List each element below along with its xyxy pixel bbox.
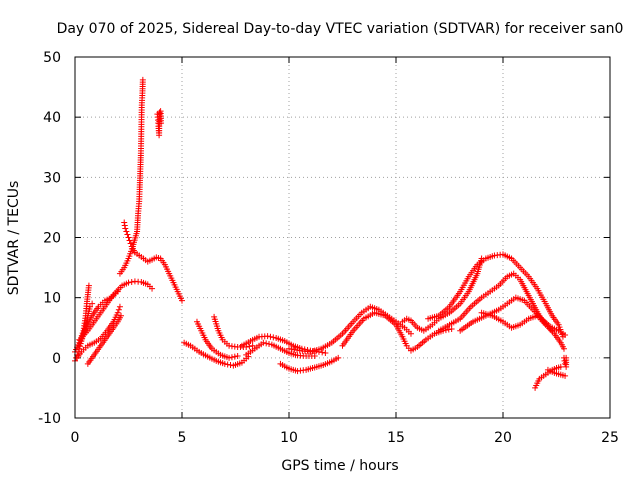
- data-point: [270, 334, 277, 341]
- data-point: [221, 360, 228, 367]
- series-arc-16: [286, 303, 414, 355]
- data-point: [266, 340, 273, 347]
- data-point: [448, 325, 455, 332]
- y-tick-label: 50: [43, 50, 61, 66]
- data-point: [126, 237, 133, 244]
- data-point: [260, 339, 267, 346]
- data-point: [114, 309, 121, 316]
- chart-title: Day 070 of 2025, Sidereal Day-to-day VTE…: [57, 21, 624, 37]
- data-point: [322, 350, 329, 357]
- data-point: [267, 333, 274, 340]
- data-point: [156, 109, 163, 116]
- grid-lines: [75, 57, 610, 418]
- data-point: [115, 306, 122, 313]
- y-tick-label: 20: [43, 231, 61, 247]
- x-axis-label: GPS time / hours: [281, 458, 398, 474]
- x-tick-label: 10: [280, 430, 298, 446]
- data-point: [179, 297, 185, 304]
- series-arc-9: [154, 108, 165, 139]
- data-point: [121, 222, 128, 229]
- y-tick-label: -10: [38, 411, 61, 427]
- x-tick-label: 20: [494, 430, 512, 446]
- series-arc-14: [243, 339, 318, 360]
- data-point: [127, 240, 134, 247]
- series-arc-17: [339, 309, 455, 354]
- series-arc-11: [193, 318, 241, 361]
- series-arc-21: [457, 294, 569, 338]
- data-points: [72, 76, 570, 391]
- data-point: [562, 331, 569, 338]
- series-arc-10: [181, 339, 252, 369]
- y-tick-label: 0: [52, 351, 61, 367]
- data-point: [562, 360, 569, 367]
- data-point: [264, 333, 271, 340]
- data-point: [85, 282, 92, 289]
- y-axis-label: SDTVAR / TECUs: [6, 181, 22, 296]
- data-point: [226, 354, 233, 361]
- x-tick-label: 5: [178, 430, 187, 446]
- data-point: [563, 354, 570, 361]
- series-arc-15: [277, 354, 342, 375]
- data-point: [158, 120, 165, 127]
- data-point: [114, 288, 121, 295]
- data-point: [557, 363, 564, 370]
- data-point: [560, 345, 567, 352]
- data-point: [234, 353, 241, 360]
- data-point: [311, 353, 318, 360]
- data-point: [125, 234, 132, 241]
- y-tick-label: 30: [43, 170, 61, 186]
- y-tick-label: 40: [43, 110, 61, 126]
- data-point: [121, 219, 128, 226]
- data-point: [228, 354, 235, 361]
- plot-frame: [74, 56, 611, 419]
- data-point: [224, 361, 231, 368]
- data-point: [125, 279, 132, 286]
- series-arc-8: [116, 76, 146, 277]
- data-point: [123, 228, 130, 235]
- x-tick-label: 15: [387, 430, 405, 446]
- series-arc-12: [211, 313, 256, 351]
- x-tick-label: 0: [71, 430, 80, 446]
- data-point: [335, 354, 342, 361]
- data-point: [139, 76, 146, 83]
- axis-ticks: 0 5 10 15 20 25 -10 0 10 20 30 40 50: [38, 50, 619, 446]
- series-arc-18: [399, 255, 485, 334]
- series-arc-22: [478, 309, 567, 352]
- data-point: [407, 330, 414, 337]
- data-point: [231, 353, 238, 360]
- data-point: [445, 326, 452, 333]
- series-arc-24: [544, 366, 569, 379]
- data-point: [122, 225, 129, 232]
- data-point: [124, 231, 131, 238]
- series-arc-25: [560, 354, 570, 370]
- data-point: [86, 303, 93, 310]
- data-point: [89, 300, 96, 307]
- data-point: [319, 349, 326, 356]
- series-arc-5: [76, 288, 121, 349]
- data-point: [149, 285, 156, 292]
- data-point: [116, 303, 123, 310]
- series-arc-7: [121, 219, 185, 304]
- data-point: [562, 372, 569, 379]
- data-point: [246, 343, 253, 350]
- data-point: [263, 340, 270, 347]
- y-tick-label: 10: [43, 291, 61, 307]
- x-tick-label: 25: [601, 430, 619, 446]
- series-arc-6: [84, 312, 125, 367]
- data-point: [118, 312, 125, 319]
- data-point: [128, 279, 135, 286]
